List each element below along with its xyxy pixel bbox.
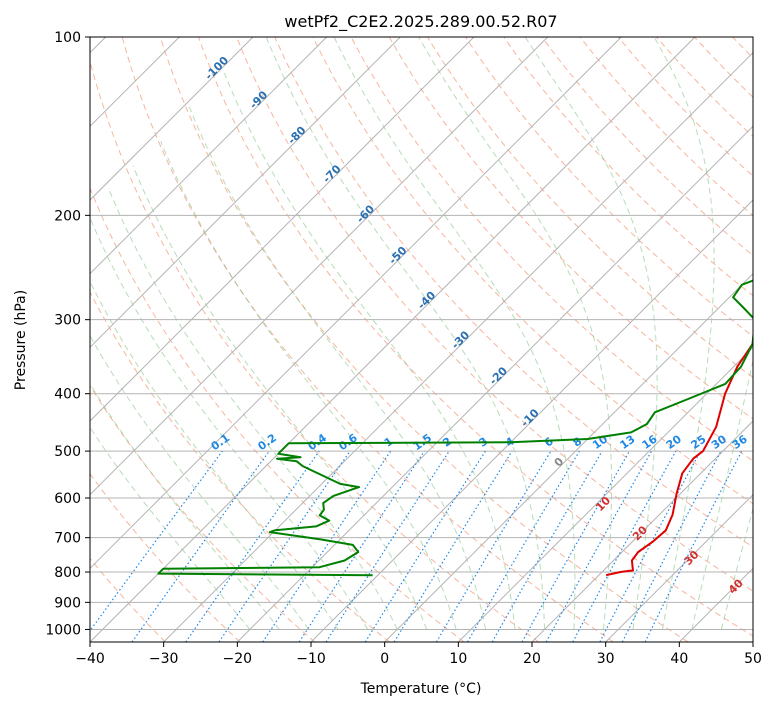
- x-tick-label: 0: [380, 651, 389, 667]
- y-tick-label: 1000: [45, 622, 81, 638]
- y-tick-label: 600: [54, 491, 81, 507]
- y-tick-label: 300: [54, 313, 81, 329]
- chart-title: wetPf2_C2E2.2025.289.00.52.R07: [284, 12, 557, 32]
- x-axis: −40 −30 −20 −10 0 10 20 30 40 50: [75, 642, 762, 667]
- y-tick-label: 900: [54, 595, 81, 611]
- isotherm: [753, 37, 775, 642]
- x-tick-label: −40: [75, 651, 105, 667]
- x-tick-label: 10: [449, 651, 467, 667]
- x-tick-label: −10: [296, 651, 326, 667]
- y-tick-label: 700: [54, 531, 81, 547]
- y-tick-label: 400: [54, 387, 81, 403]
- x-tick-label: 40: [670, 651, 688, 667]
- x-tick-label: −20: [223, 651, 253, 667]
- x-tick-label: −30: [149, 651, 179, 667]
- x-axis-label: Temperature (°C): [360, 681, 482, 697]
- y-axis-label: Pressure (hPa): [13, 290, 29, 390]
- y-tick-label: 100: [54, 30, 81, 46]
- y-axis: 100 200 300 400 500 600 700 800 900 1000: [45, 30, 90, 638]
- y-tick-label: 800: [54, 565, 81, 581]
- x-tick-label: 20: [523, 651, 541, 667]
- dry-adiabat: [771, 37, 775, 642]
- y-tick-label: 500: [54, 444, 81, 460]
- x-tick-label: 50: [744, 651, 762, 667]
- plot-area: [90, 37, 753, 642]
- y-tick-label: 200: [54, 208, 81, 224]
- x-tick-label: 30: [597, 651, 615, 667]
